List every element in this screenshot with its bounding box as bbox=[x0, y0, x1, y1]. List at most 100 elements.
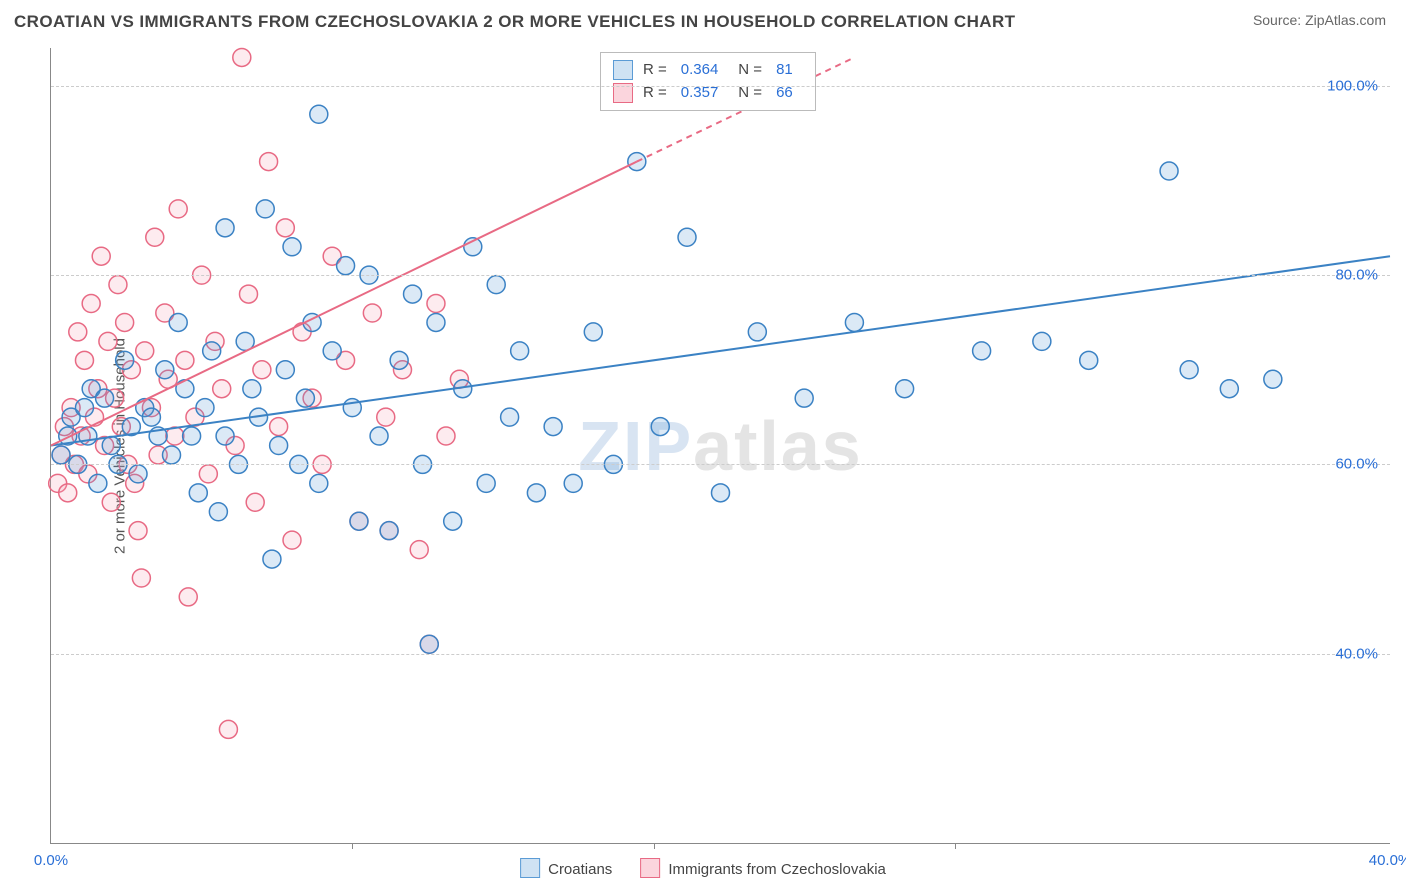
scatter-point bbox=[283, 531, 301, 549]
scatter-point bbox=[477, 474, 495, 492]
plot-area: ZIPatlas R =0.364N =81R =0.357N =66 40.0… bbox=[50, 48, 1390, 844]
legend-swatch bbox=[520, 858, 540, 878]
scatter-point bbox=[276, 219, 294, 237]
scatter-point bbox=[243, 380, 261, 398]
source-label: Source: bbox=[1253, 12, 1305, 28]
scatter-point bbox=[337, 257, 355, 275]
scatter-point bbox=[176, 380, 194, 398]
legend-swatch bbox=[613, 60, 633, 80]
scatter-point bbox=[246, 493, 264, 511]
scatter-point bbox=[116, 313, 134, 331]
scatter-point bbox=[1180, 361, 1198, 379]
chart-container: CROATIAN VS IMMIGRANTS FROM CZECHOSLOVAK… bbox=[0, 0, 1406, 892]
scatter-point bbox=[216, 219, 234, 237]
x-minor-tick bbox=[955, 843, 956, 849]
scatter-point bbox=[310, 105, 328, 123]
correlation-legend: R =0.364N =81R =0.357N =66 bbox=[600, 52, 816, 111]
scatter-point bbox=[240, 285, 258, 303]
scatter-point bbox=[59, 484, 77, 502]
scatter-point bbox=[209, 503, 227, 521]
scatter-point bbox=[310, 474, 328, 492]
legend-swatch bbox=[640, 858, 660, 878]
y-tick-label: 100.0% bbox=[1327, 77, 1378, 94]
chart-source: Source: ZipAtlas.com bbox=[1253, 12, 1386, 28]
scatter-point bbox=[253, 361, 271, 379]
legend-n-value: 81 bbox=[776, 59, 793, 82]
scatter-point bbox=[146, 228, 164, 246]
scatter-point bbox=[380, 522, 398, 540]
series-legend: Croatians Immigrants from Czechoslovakia bbox=[520, 858, 886, 878]
scatter-point bbox=[427, 313, 445, 331]
trend-line bbox=[51, 256, 1390, 445]
gridline bbox=[51, 654, 1390, 655]
scatter-point bbox=[216, 427, 234, 445]
scatter-point bbox=[712, 484, 730, 502]
scatter-point bbox=[129, 522, 147, 540]
scatter-point bbox=[156, 361, 174, 379]
source-value: ZipAtlas.com bbox=[1305, 12, 1386, 28]
scatter-point bbox=[219, 720, 237, 738]
scatter-point bbox=[132, 569, 150, 587]
scatter-point bbox=[564, 474, 582, 492]
scatter-point bbox=[584, 323, 602, 341]
legend-row: R =0.364N =81 bbox=[613, 59, 803, 82]
scatter-point bbox=[795, 389, 813, 407]
scatter-point bbox=[1264, 370, 1282, 388]
scatter-point bbox=[102, 437, 120, 455]
scatter-point bbox=[109, 276, 127, 294]
scatter-point bbox=[263, 550, 281, 568]
gridline bbox=[51, 86, 1390, 87]
scatter-point bbox=[276, 361, 294, 379]
scatter-point bbox=[896, 380, 914, 398]
scatter-point bbox=[501, 408, 519, 426]
legend-r-label: R = bbox=[643, 59, 667, 82]
scatter-point bbox=[203, 342, 221, 360]
scatter-point bbox=[169, 200, 187, 218]
scatter-point bbox=[437, 427, 455, 445]
scatter-point bbox=[427, 295, 445, 313]
scatter-point bbox=[527, 484, 545, 502]
x-minor-tick bbox=[654, 843, 655, 849]
scatter-point bbox=[1033, 332, 1051, 350]
scatter-point bbox=[92, 247, 110, 265]
scatter-point bbox=[116, 351, 134, 369]
scatter-point bbox=[99, 332, 117, 350]
y-tick-label: 40.0% bbox=[1335, 645, 1378, 662]
scatter-point bbox=[296, 389, 314, 407]
scatter-point bbox=[363, 304, 381, 322]
scatter-point bbox=[82, 295, 100, 313]
scatter-point bbox=[1220, 380, 1238, 398]
scatter-point bbox=[199, 465, 217, 483]
scatter-point bbox=[270, 437, 288, 455]
legend-item: Croatians bbox=[520, 858, 612, 878]
scatter-point bbox=[196, 399, 214, 417]
scatter-point bbox=[213, 380, 231, 398]
scatter-point bbox=[129, 465, 147, 483]
legend-label: Croatians bbox=[548, 861, 612, 878]
scatter-point bbox=[404, 285, 422, 303]
legend-n-label: N = bbox=[738, 59, 762, 82]
scatter-point bbox=[183, 427, 201, 445]
y-tick-label: 80.0% bbox=[1335, 267, 1378, 284]
scatter-point bbox=[179, 588, 197, 606]
scatter-point bbox=[678, 228, 696, 246]
scatter-point bbox=[377, 408, 395, 426]
scatter-point bbox=[973, 342, 991, 360]
scatter-point bbox=[544, 418, 562, 436]
legend-item: Immigrants from Czechoslovakia bbox=[640, 858, 886, 878]
scatter-point bbox=[420, 635, 438, 653]
gridline bbox=[51, 464, 1390, 465]
scatter-point bbox=[169, 313, 187, 331]
scatter-point bbox=[136, 342, 154, 360]
scatter-point bbox=[69, 323, 87, 341]
scatter-point bbox=[102, 493, 120, 511]
scatter-point bbox=[176, 351, 194, 369]
plot-svg bbox=[51, 48, 1390, 843]
scatter-point bbox=[511, 342, 529, 360]
gridline bbox=[51, 275, 1390, 276]
x-tick-label: 40.0% bbox=[1369, 852, 1406, 869]
scatter-point bbox=[96, 389, 114, 407]
scatter-point bbox=[142, 408, 160, 426]
scatter-point bbox=[651, 418, 669, 436]
scatter-point bbox=[75, 351, 93, 369]
